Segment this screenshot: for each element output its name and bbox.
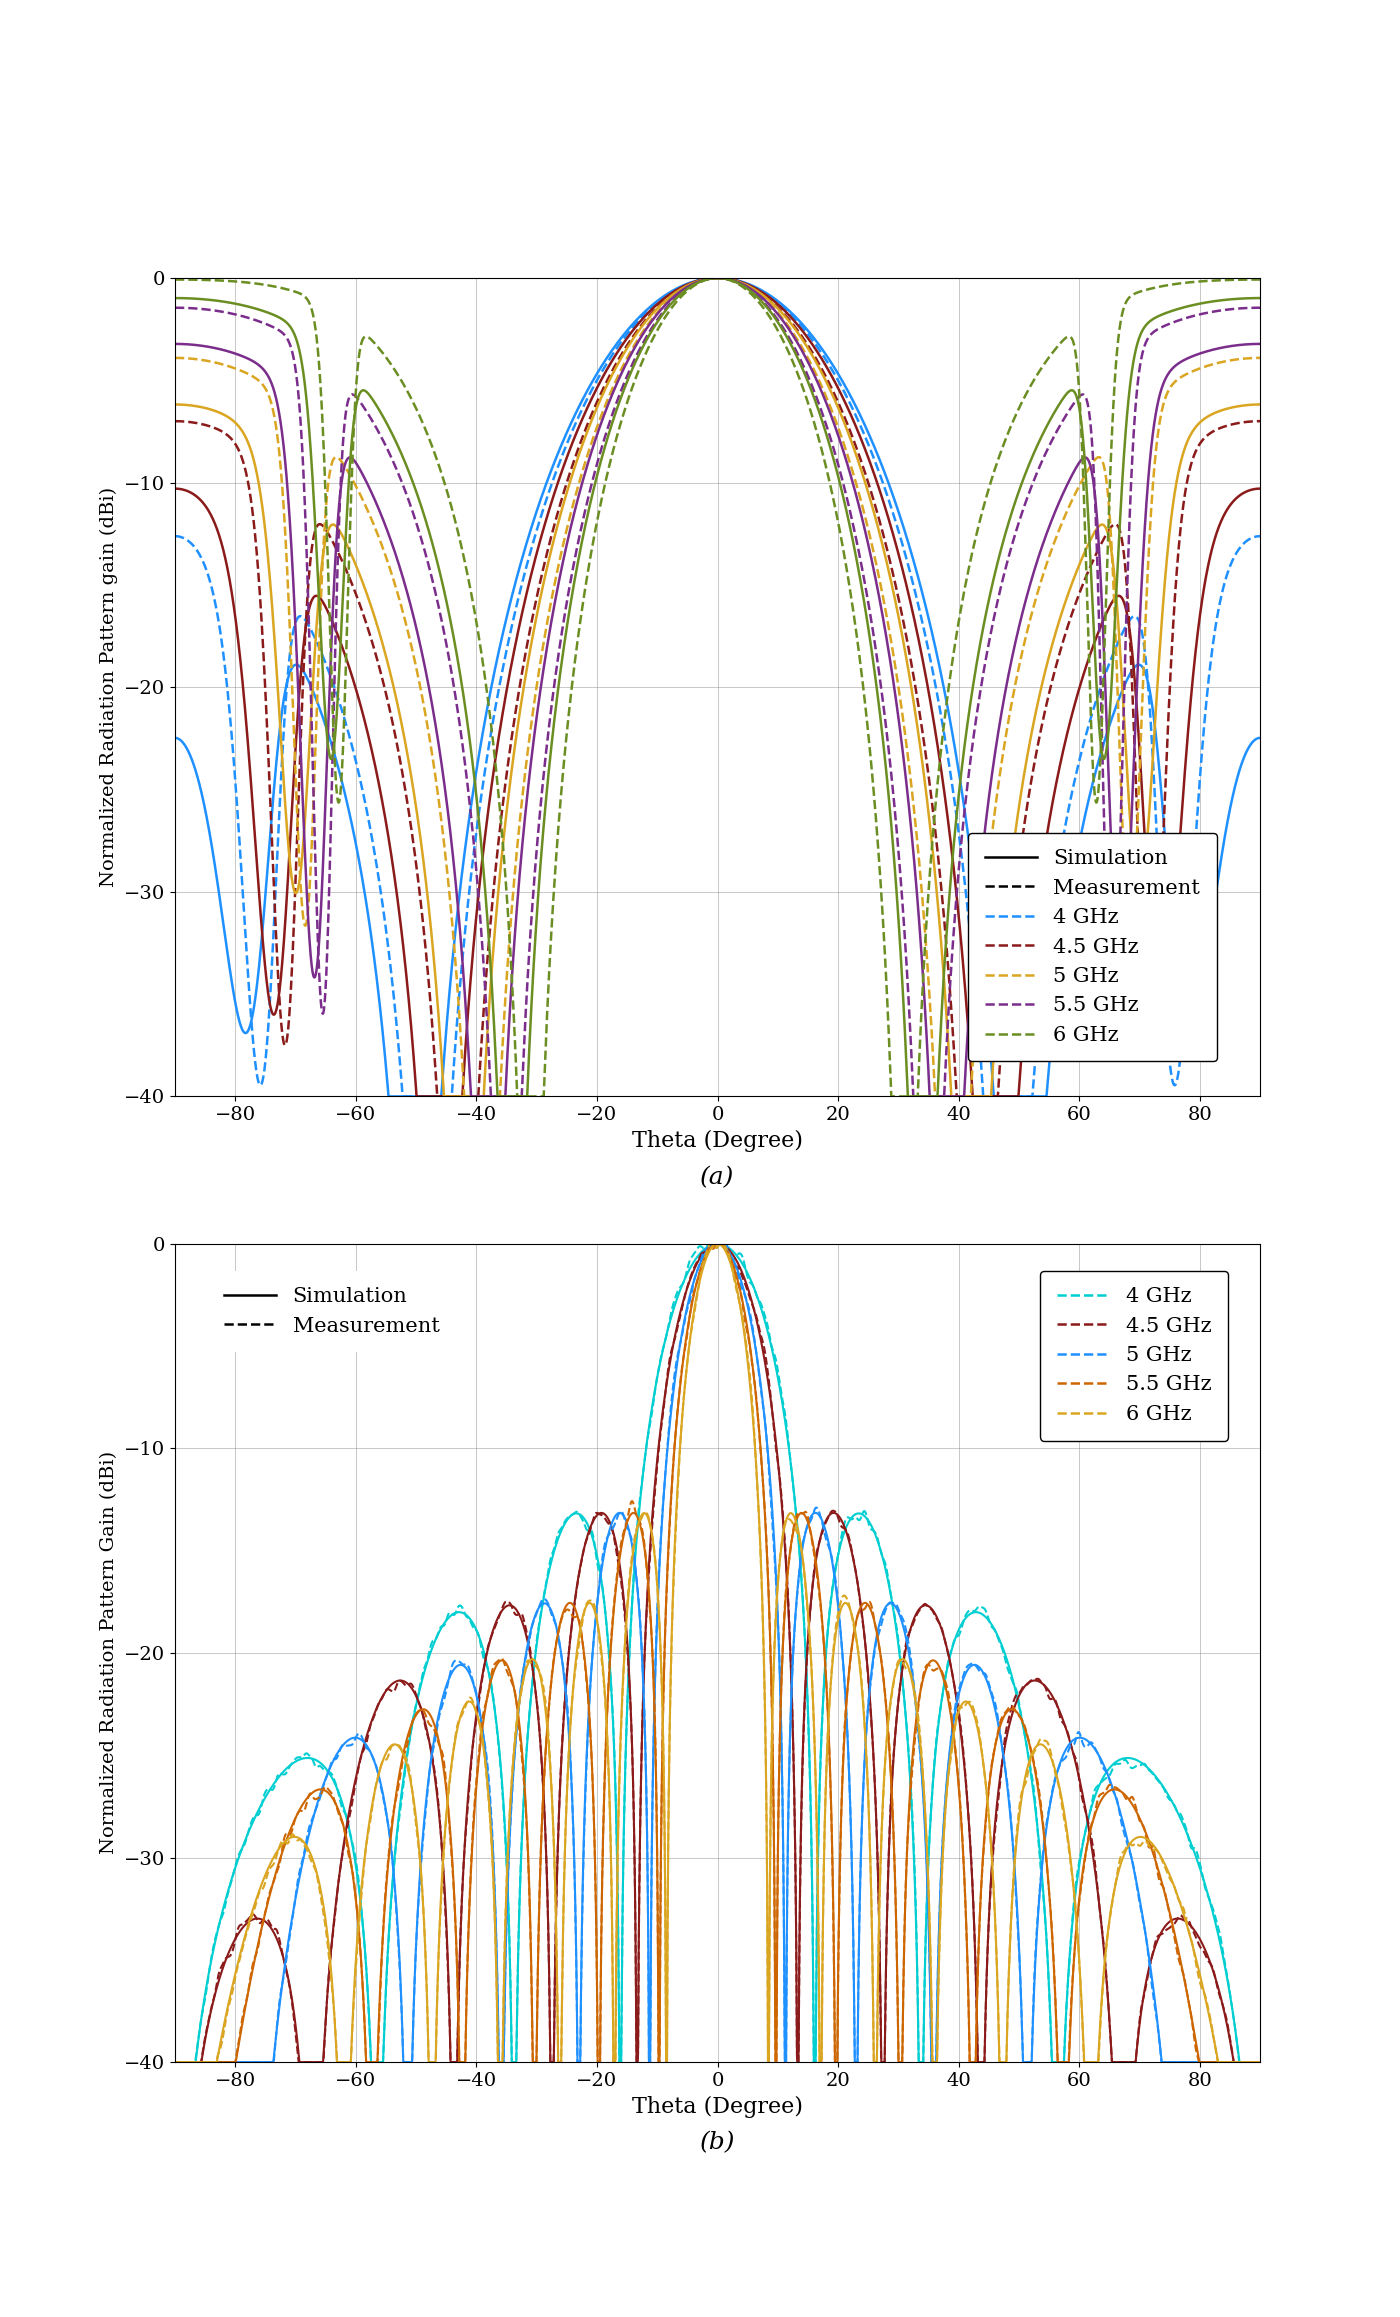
Legend: Simulation, Measurement, 4 GHz, 4.5 GHz, 5 GHz, 5.5 GHz, 6 GHz: Simulation, Measurement, 4 GHz, 4.5 GHz,… [967,832,1217,1061]
Legend: 4 GHz, 4.5 GHz, 5 GHz, 5.5 GHz, 6 GHz: 4 GHz, 4.5 GHz, 5 GHz, 5.5 GHz, 6 GHz [1040,1270,1228,1441]
X-axis label: Theta (Degree): Theta (Degree) [631,1131,804,1152]
X-axis label: Theta (Degree): Theta (Degree) [631,2095,804,2118]
Y-axis label: Normalized Radiation Pattern gain (dBi): Normalized Radiation Pattern gain (dBi) [101,487,119,887]
Y-axis label: Normalized Radiation Pattern Gain (dBi): Normalized Radiation Pattern Gain (dBi) [101,1450,119,1854]
Text: (b): (b) [700,2132,735,2155]
Text: (a): (a) [700,1165,735,1189]
